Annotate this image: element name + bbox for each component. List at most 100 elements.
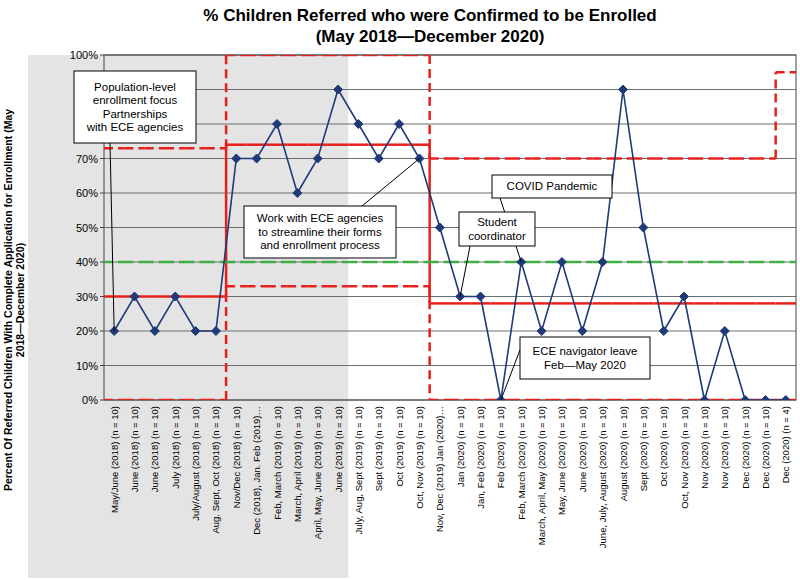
step-segment: [735, 302, 755, 305]
step-segment: [755, 157, 775, 160]
x-tick-label: June, July, August (2020) (n = 10): [597, 406, 608, 548]
step-segment: [674, 157, 694, 160]
x-tick-label: Nov, Dec (2019) Jan (2020)…: [434, 406, 445, 532]
step-segment: [409, 285, 429, 288]
y-axis-label: 2018—December 2020): [14, 243, 26, 357]
step-segment: [450, 399, 470, 400]
step-segment: [348, 143, 368, 146]
step-segment: [206, 147, 226, 150]
x-tick-label: July, Aug, Sept (2019) (n = 10): [353, 406, 364, 534]
step-segment: [674, 302, 694, 305]
step-segment: [389, 261, 409, 264]
step-segment: [654, 261, 674, 264]
data-point: [598, 258, 607, 267]
x-tick-label: August (2020) (n = 10): [618, 406, 629, 501]
step-segment: [531, 261, 551, 264]
y-tick: [100, 55, 104, 56]
step-segment: [308, 55, 328, 56]
data-point: [578, 327, 587, 336]
step-segment: [185, 147, 205, 150]
step-segment: [389, 285, 409, 288]
step-segment: [450, 302, 470, 305]
step-segment: [694, 261, 714, 264]
step-segment: [226, 261, 246, 264]
x-tick-label: Dec (2020) (n = 10): [740, 406, 751, 489]
step-segment: [308, 143, 328, 146]
step-segment: [613, 157, 633, 160]
step-segment: [124, 399, 144, 400]
step-segment: [348, 285, 368, 288]
data-point: [354, 120, 363, 129]
step-segment: [226, 143, 246, 146]
step-segment: [633, 302, 653, 305]
data-point: [273, 120, 282, 129]
data-point: [700, 396, 709, 401]
step-segment: [328, 261, 348, 264]
x-tick-label: June (2020) (n = 10): [577, 406, 588, 492]
step-segment: [715, 399, 735, 400]
plot-frame: [104, 55, 796, 400]
x-tick-label: May/June (2018) (n = 10): [109, 406, 120, 513]
step-segment: [511, 157, 531, 160]
step-segment: [654, 157, 674, 160]
y-tick-label: 70%: [76, 153, 98, 165]
step-segment: [287, 55, 307, 56]
annotation-text: COVID Pandemic: [507, 180, 598, 192]
y-tick: [100, 262, 104, 263]
annotation-box: [74, 71, 196, 143]
x-tick-label: Oct, Nov (2019) (n = 10): [414, 406, 425, 509]
step-segment: [572, 399, 592, 400]
step-riser: [225, 286, 228, 400]
step-segment: [389, 55, 409, 56]
step-segment: [776, 71, 796, 74]
step-segment: [531, 157, 551, 160]
step-segment: [369, 261, 389, 264]
step-segment: [694, 157, 714, 160]
data-point: [211, 327, 220, 336]
step-segment: [165, 147, 185, 150]
data-point: [720, 327, 729, 336]
grid-line: [104, 193, 796, 194]
step-segment: [246, 261, 266, 264]
y-tick: [100, 400, 104, 401]
x-tick-label: Nov (2020) (n = 10): [719, 406, 730, 489]
step-riser: [428, 55, 431, 159]
y-tick-label: 0%: [82, 394, 98, 406]
step-segment: [145, 261, 165, 264]
annotation-text: coordinator: [468, 230, 526, 242]
step-segment: [165, 261, 185, 264]
step-segment: [735, 261, 755, 264]
step-riser: [428, 286, 431, 400]
step-segment: [124, 147, 144, 150]
y-tick: [100, 365, 104, 366]
step-segment: [491, 157, 511, 160]
step-segment: [185, 399, 205, 400]
step-segment: [430, 157, 450, 160]
step-segment: [470, 261, 490, 264]
step-segment: [776, 261, 796, 264]
step-segment: [776, 302, 796, 305]
subtitle: (May 2018—December 2020): [316, 27, 545, 46]
y-tick-label: 10%: [76, 360, 98, 372]
step-riser: [774, 72, 777, 158]
data-point: [761, 396, 770, 401]
annotation-box: [520, 337, 650, 379]
annotation-text: ECE navigator leave: [533, 345, 638, 357]
step-segment: [409, 55, 429, 56]
grid-line: [104, 296, 796, 297]
step-segment: [287, 143, 307, 146]
step-segment: [552, 157, 572, 160]
annotation-text: enrollment focus: [93, 94, 178, 106]
x-tick-label: Feb (2020) (n = 10): [495, 406, 506, 488]
x-tick-label: July (2018) (n = 10): [170, 406, 181, 489]
shaded-period: [28, 55, 348, 578]
x-tick-label: Jan, Feb (2020) (n = 10): [475, 406, 486, 509]
step-segment: [470, 302, 490, 305]
data-point: [232, 154, 241, 163]
step-segment: [104, 147, 124, 150]
step-segment: [592, 399, 612, 400]
grid-line: [104, 89, 796, 90]
y-tick-label: 50%: [76, 222, 98, 234]
y-tick-label: 30%: [76, 291, 98, 303]
data-point: [252, 154, 261, 163]
